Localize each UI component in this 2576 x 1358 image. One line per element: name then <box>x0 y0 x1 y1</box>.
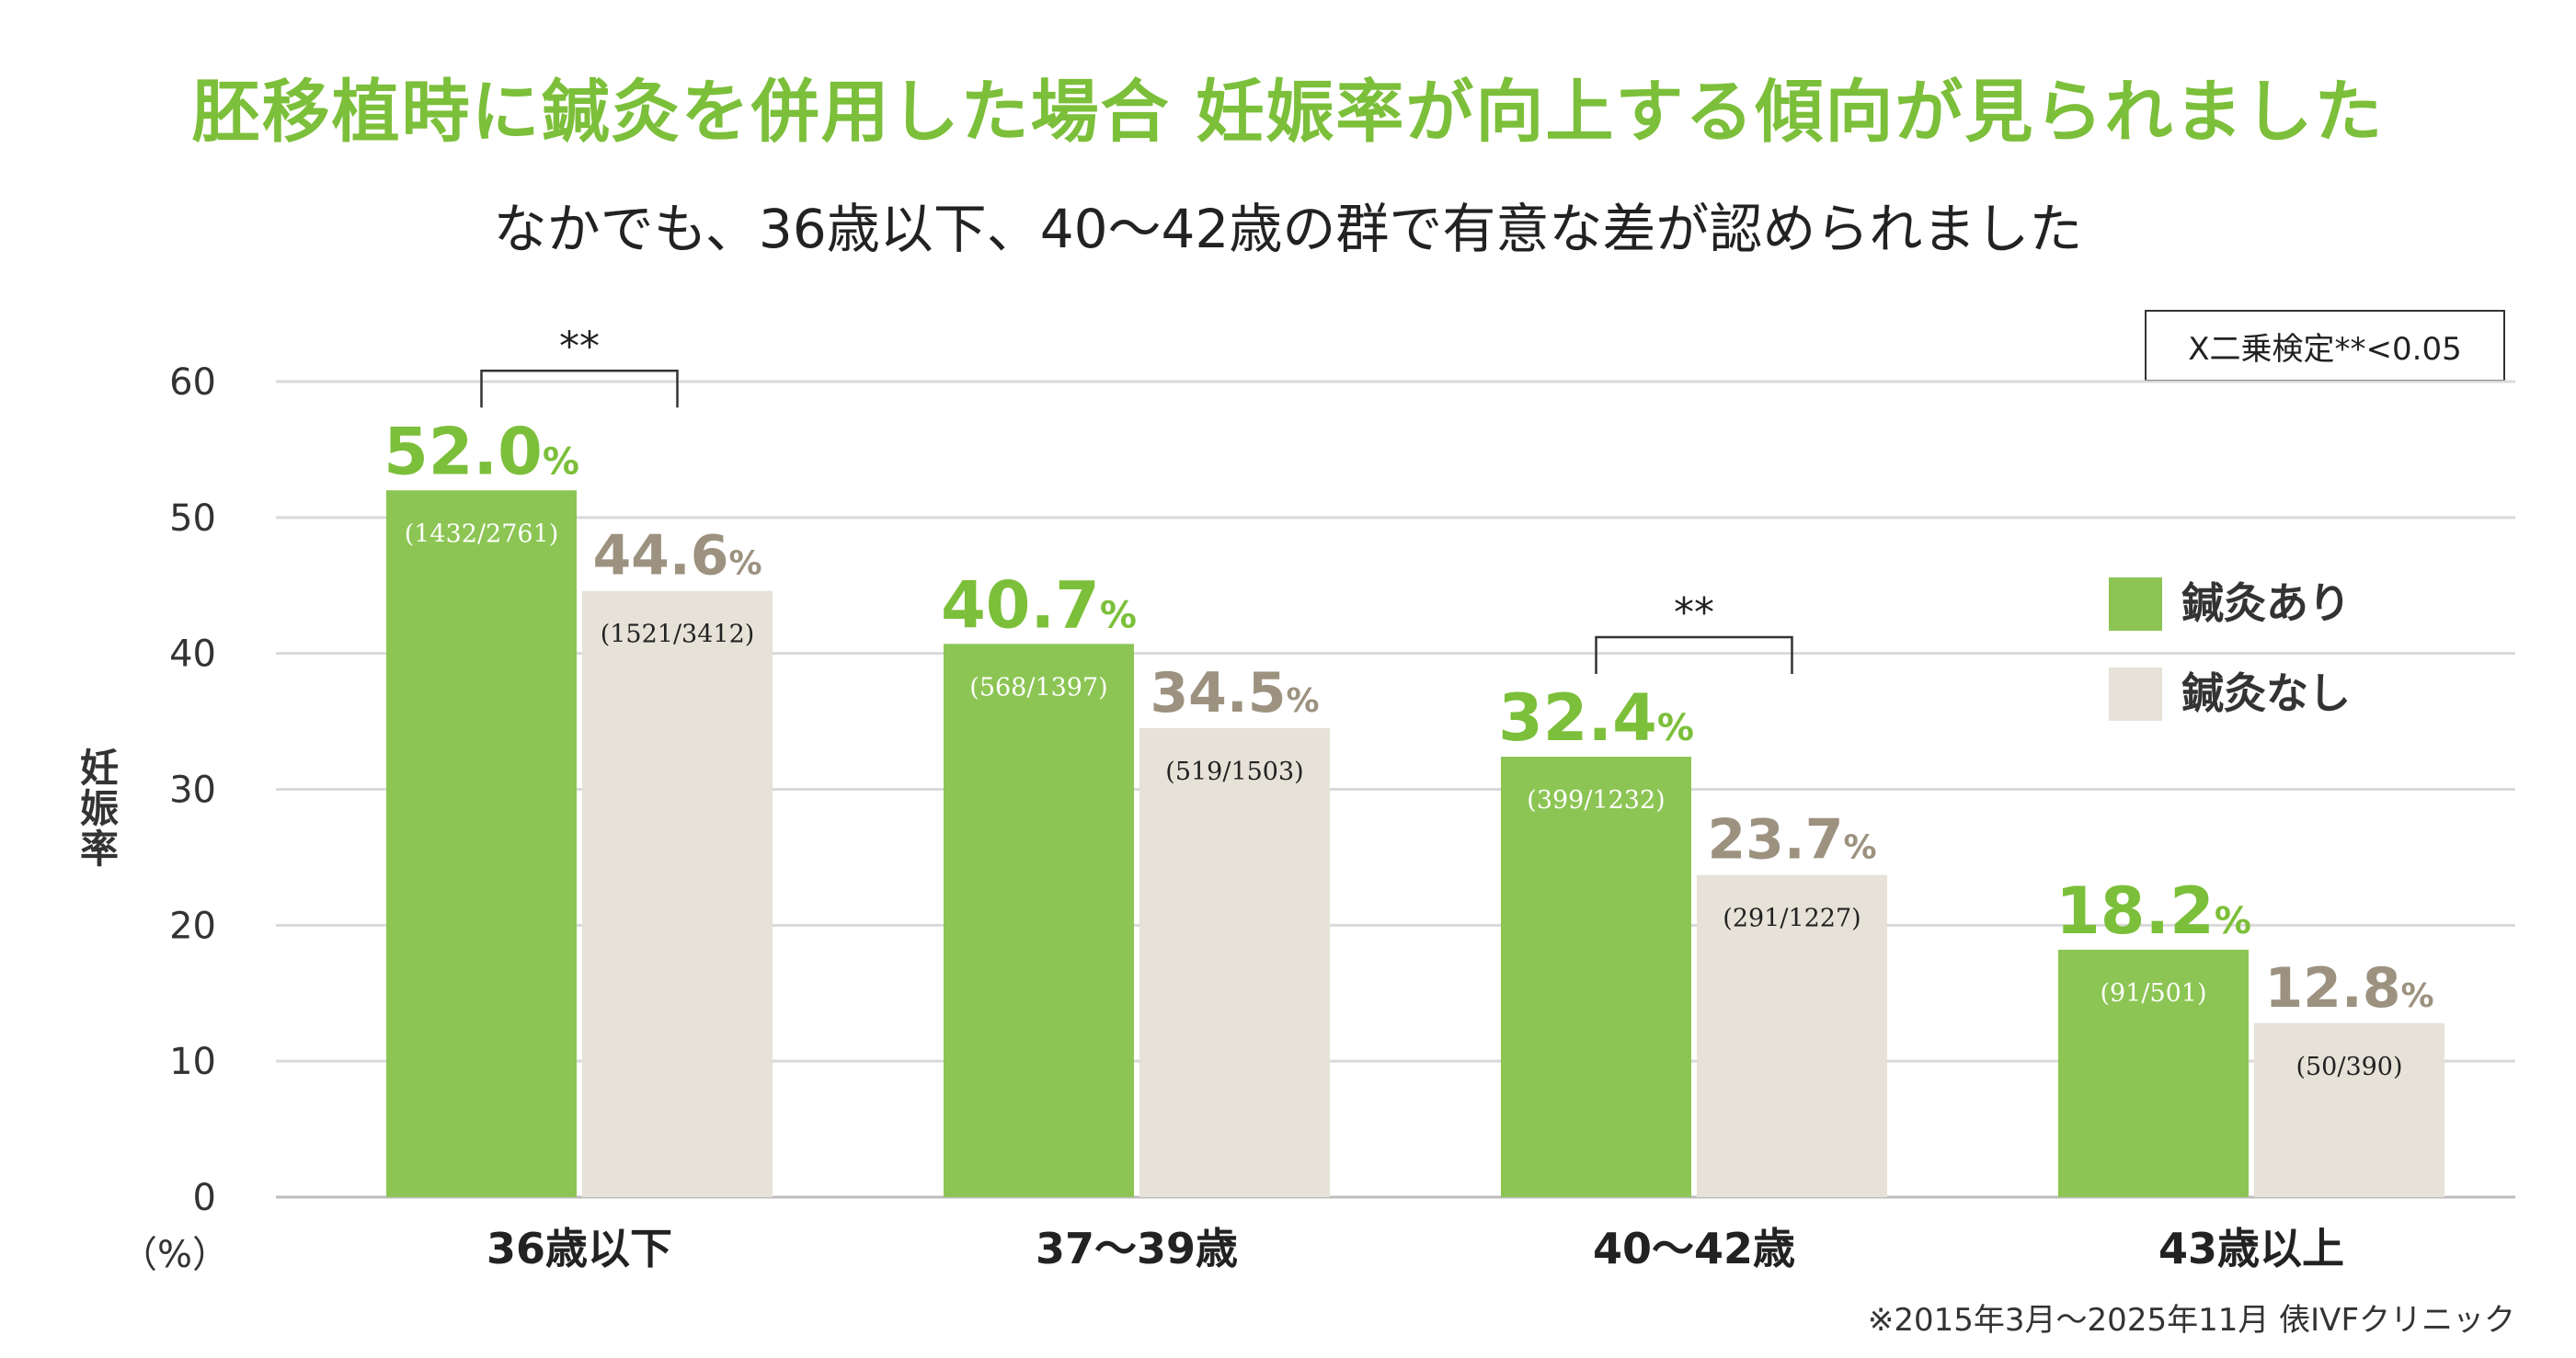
bar <box>1697 874 1887 1197</box>
count-label: (50/390) <box>2296 1053 2402 1081</box>
legend-label: 鍼灸なし <box>2181 668 2351 718</box>
chart-title: 胚移植時に鍼灸を併用した場合 妊娠率が向上する傾向が見られました <box>191 73 2385 152</box>
count-label: (1432/2761) <box>405 519 559 548</box>
bar <box>386 490 577 1197</box>
source-footnote: ※2015年3月〜2025年11月 俵IVFクリニック <box>1867 1302 2515 1339</box>
significance-bracket <box>480 370 679 408</box>
bar <box>2254 1022 2444 1197</box>
y-axis-label: 率 <box>80 827 119 872</box>
data-label: 40.7% <box>941 567 1137 643</box>
y-tick-label: 10 <box>169 1041 216 1083</box>
y-tick-label: 40 <box>169 633 216 676</box>
significance-note: X二乗検定**<0.05 <box>2145 310 2505 382</box>
bar <box>1501 757 1691 1197</box>
bar <box>1139 727 1330 1197</box>
chart-subtitle: なかでも、36歳以下、40〜42歳の群で有意な差が認められました <box>493 198 2083 260</box>
count-label: (291/1227) <box>1723 905 1860 933</box>
count-label: (1521/3412) <box>601 621 755 649</box>
y-tick-label: 50 <box>169 497 216 540</box>
data-label: 12.8% <box>2264 956 2433 1021</box>
legend-swatch <box>2109 668 2162 721</box>
significance-bracket <box>1595 635 1793 675</box>
significance-marker: ** <box>559 323 600 370</box>
legend-swatch <box>2109 577 2162 631</box>
category-label: 37〜39歳 <box>1036 1224 1238 1273</box>
y-axis-label: 娠 <box>80 786 119 831</box>
data-label: 23.7% <box>1707 808 1876 873</box>
y-tick-label: 20 <box>169 905 216 947</box>
data-label: 34.5% <box>1150 661 1319 725</box>
data-label: 32.4% <box>1498 680 1694 756</box>
bar <box>2058 949 2249 1197</box>
data-label: 52.0% <box>384 414 579 489</box>
category-label: 43歳以上 <box>2158 1224 2344 1273</box>
y-axis-unit: （%） <box>120 1234 229 1276</box>
y-tick-label: 0 <box>193 1177 216 1219</box>
count-label: (568/1397) <box>969 673 1107 702</box>
count-label: (399/1232) <box>1527 786 1665 815</box>
bar <box>944 644 1134 1197</box>
category-label: 40〜42歳 <box>1593 1224 1795 1273</box>
data-label: 18.2% <box>2055 873 2251 949</box>
y-tick-label: 60 <box>169 361 216 404</box>
legend-label: 鍼灸あり <box>2181 578 2351 628</box>
count-label: (91/501) <box>2100 979 2206 1008</box>
count-label: (519/1503) <box>1165 758 1303 786</box>
category-label: 36歳以下 <box>487 1224 672 1273</box>
data-label: 44.6% <box>592 524 761 588</box>
y-tick-label: 30 <box>169 770 216 812</box>
y-axis-label: 妊 <box>80 746 119 791</box>
significance-marker: ** <box>1674 589 1714 636</box>
bar <box>582 590 773 1197</box>
